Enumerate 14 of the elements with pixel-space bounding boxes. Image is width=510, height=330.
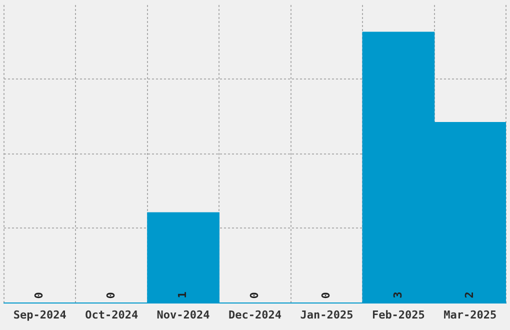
data-label: 1	[176, 291, 190, 298]
x-tick-label: Dec-2024	[228, 308, 282, 322]
data-label: 0	[320, 292, 333, 299]
data-label: 0	[32, 292, 46, 299]
x-tick-label: Nov-2024	[156, 308, 210, 322]
x-tick-label: Jan-2025	[300, 308, 354, 322]
data-label: 0	[248, 292, 261, 299]
x-tick-label: Mar-2025	[444, 308, 497, 322]
x-tick-label: Feb-2025	[372, 308, 425, 322]
data-label: 2	[463, 292, 476, 298]
data-label: 3	[391, 292, 404, 298]
x-tick-label: Oct-2024	[85, 308, 138, 322]
x-tick-label: Sep-2024	[13, 308, 67, 322]
data-label: 0	[104, 292, 118, 299]
